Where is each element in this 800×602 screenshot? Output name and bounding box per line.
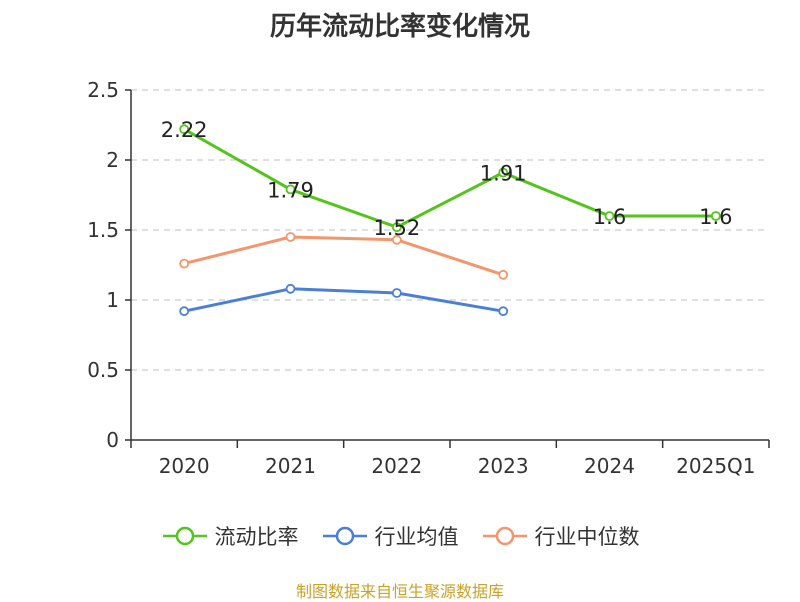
y-tick-label: 0.5 (87, 358, 119, 382)
legend: 流动比率 行业均值 行业中位数 (0, 521, 800, 551)
x-tick-label: 2024 (584, 454, 635, 478)
data-point (179, 124, 190, 135)
data-point (498, 167, 509, 178)
data-point (285, 283, 296, 294)
data-label: 1.79 (267, 178, 314, 202)
data-label: 2.22 (161, 118, 208, 142)
x-tick-label: 2025Q1 (676, 454, 755, 478)
data-label: 1.6 (593, 205, 626, 229)
data-point (391, 234, 402, 245)
data-label: 1.52 (373, 216, 420, 240)
legend-item-current-ratio[interactable]: 流动比率 (161, 521, 299, 551)
y-tick-label: 1 (106, 288, 119, 312)
data-point (391, 222, 402, 233)
legend-item-industry-avg[interactable]: 行业均值 (321, 521, 459, 551)
y-tick-label: 0 (106, 428, 119, 452)
x-tick-label: 2021 (265, 454, 316, 478)
data-point (391, 288, 402, 298)
data-point (498, 306, 509, 317)
y-tick-label: 1.5 (87, 218, 119, 242)
data-point (710, 211, 721, 221)
chart-title: 历年流动比率变化情况 (269, 12, 530, 42)
legend-industry-avg-icon (322, 526, 367, 546)
data-point (604, 211, 615, 221)
series-line-industry-median (183, 235, 504, 277)
source-note: 制图数据来自恒生聚源数据库 (295, 582, 504, 601)
legend-label: 行业均值 (374, 525, 459, 549)
legend-current-ratio-icon (162, 526, 207, 546)
x-tick-label: 2022 (371, 454, 422, 478)
y-tick-label: 2 (106, 148, 119, 172)
legend-item-industry-median[interactable]: 行业中位数 (481, 521, 640, 551)
data-point (179, 306, 190, 317)
data-label: 1.91 (480, 162, 527, 186)
x-tick-label: 2023 (478, 454, 529, 478)
data-label: 1.6 (699, 205, 732, 229)
data-point (285, 184, 296, 195)
legend-industry-median-icon (482, 526, 527, 546)
data-point (285, 232, 296, 242)
series-line-industry-avg (183, 287, 504, 313)
y-tick-label: 2.5 (87, 78, 119, 102)
data-point (498, 269, 509, 280)
legend-label: 流动比率 (214, 525, 299, 549)
x-tick-label: 2020 (159, 454, 210, 478)
data-point (179, 258, 190, 269)
series-line-current-ratio (183, 127, 716, 229)
legend-label: 行业中位数 (534, 525, 640, 549)
